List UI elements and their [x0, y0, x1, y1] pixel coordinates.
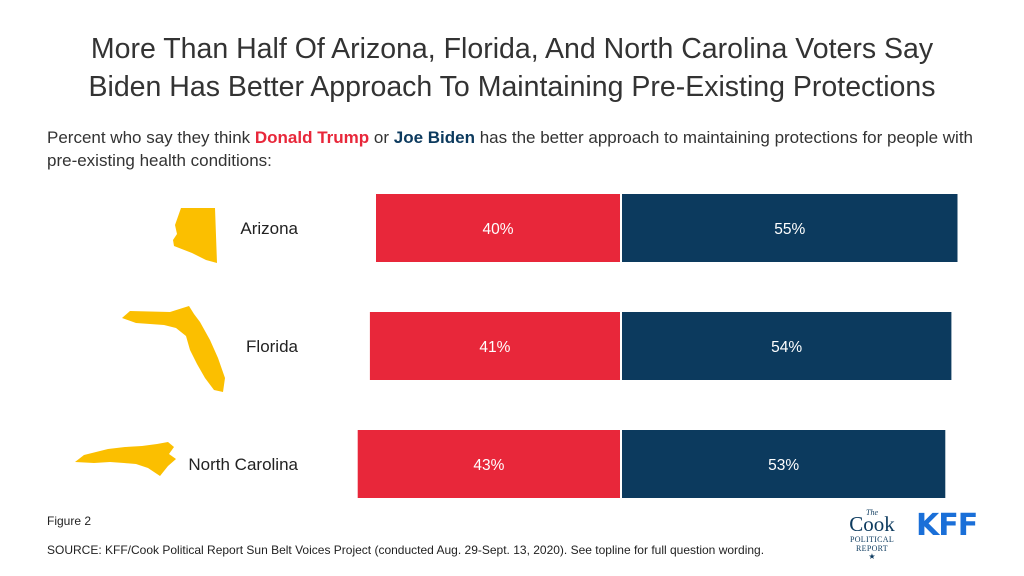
- subtitle-prefix: Percent who say they think: [47, 128, 255, 147]
- florida-state-icon: [122, 306, 225, 392]
- florida-donald-trump-value-label: 41%: [479, 339, 510, 356]
- cook-logo-star-icon: ★: [868, 552, 876, 561]
- subtitle-biden: Joe Biden: [393, 128, 475, 147]
- florida-joe-biden-value-label: 54%: [771, 339, 802, 356]
- north-carolina-joe-biden-bar: [622, 430, 946, 498]
- figure-number: Figure 2: [47, 514, 92, 528]
- kff-logo: KFF: [916, 508, 978, 543]
- north-carolina-donald-trump-bar: [357, 430, 620, 498]
- title-line-1: More Than Half Of Arizona, Florida, And …: [90, 33, 934, 65]
- cook-logo-line2: POLITICAL: [849, 535, 895, 544]
- cook-political-report-logo: The Cook POLITICAL REPORT ★: [838, 508, 906, 562]
- cook-logo-line3: REPORT: [856, 544, 888, 553]
- florida-label: Florida: [246, 337, 299, 356]
- arizona-label: Arizona: [240, 219, 298, 238]
- florida-donald-trump-bar: [369, 312, 620, 380]
- chart-subtitle: Percent who say they think Donald Trump …: [47, 126, 987, 172]
- chart-title: More Than Half Of Arizona, Florida, And …: [0, 30, 1024, 106]
- north-carolina-state-icon: [75, 442, 176, 476]
- subtitle-middle: or: [369, 128, 394, 147]
- north-carolina-joe-biden-value-label: 53%: [768, 457, 799, 474]
- arizona-joe-biden-value-label: 55%: [774, 221, 805, 238]
- cook-logo-the: The: [866, 508, 878, 517]
- north-carolina-donald-trump-value-label: 43%: [473, 457, 504, 474]
- subtitle-suffix: has the better approach to maintaining p…: [47, 128, 974, 170]
- arizona-donald-trump-bar: [376, 194, 620, 262]
- arizona-donald-trump-value-label: 40%: [482, 221, 513, 238]
- arizona-state-icon: [173, 208, 217, 263]
- title-line-2: Biden Has Better Approach To Maintaining…: [88, 71, 936, 103]
- cook-logo-name: Cook: [849, 512, 895, 536]
- subtitle-trump: Donald Trump: [254, 128, 370, 147]
- arizona-joe-biden-bar: [622, 194, 958, 262]
- north-carolina-label: North Carolina: [188, 455, 298, 474]
- source-note: SOURCE: KFF/Cook Political Report Sun Be…: [47, 543, 765, 557]
- florida-joe-biden-bar: [622, 312, 952, 380]
